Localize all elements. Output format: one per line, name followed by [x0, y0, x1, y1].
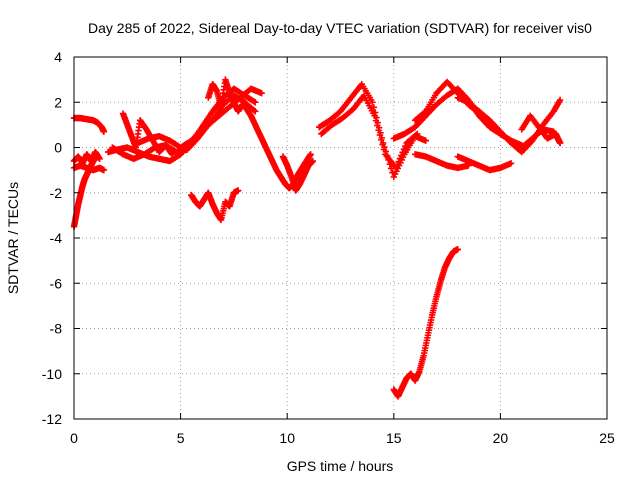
data-point: [100, 128, 108, 135]
data-point: [380, 146, 388, 153]
x-tick-labels: 0 5 10 15 20 25: [70, 430, 615, 446]
data-point: [258, 90, 265, 97]
y-tick-label: -2: [50, 185, 63, 201]
data-point: [252, 108, 259, 115]
data-point: [421, 109, 428, 116]
x-tick-label: 15: [386, 430, 402, 446]
series-arc-11: [188, 187, 242, 224]
series-arc-10: [279, 153, 316, 194]
data-point: [369, 99, 376, 106]
data-point: [402, 142, 409, 150]
y-tick-labels: 4 2 0 -2 -4 -6 -8 -10 -12: [42, 49, 62, 427]
data-point: [465, 162, 472, 169]
data-point: [375, 127, 382, 134]
series-arc-4: [70, 162, 108, 174]
data-point: [378, 136, 385, 144]
data-point: [250, 106, 258, 114]
data-point: [414, 130, 421, 138]
y-tick-label: -6: [50, 275, 63, 291]
data-point: [395, 158, 402, 165]
x-tick-label: 0: [70, 430, 78, 446]
data-point: [379, 141, 386, 148]
y-tick-label: -10: [42, 366, 62, 382]
data-point: [234, 187, 242, 194]
x-tick-label: 5: [177, 430, 185, 446]
data-point: [371, 112, 378, 120]
series-arc-20: [390, 246, 461, 400]
data-point: [394, 161, 401, 168]
data-point: [556, 139, 564, 147]
y-tick-label: -12: [42, 411, 62, 427]
y-tick-label: 0: [54, 140, 62, 156]
y-axis-label: SDTVAR / TECUs: [5, 182, 21, 294]
data-point: [100, 166, 108, 174]
y-tick-label: 2: [54, 94, 62, 110]
series-arc-17: [518, 112, 564, 147]
plot-points: [70, 76, 564, 400]
data-point: [400, 145, 408, 153]
data-point: [309, 157, 316, 165]
x-axis-label: GPS time / hours: [287, 458, 394, 474]
data-point: [96, 155, 103, 163]
series-arc-13: [318, 92, 421, 172]
data-point: [507, 160, 515, 167]
axis-ticks: [73, 56, 608, 420]
x-tick-label: 25: [599, 430, 615, 446]
series-arc-19: [411, 151, 472, 172]
series-arc-18: [454, 153, 515, 174]
chart-title: Day 285 of 2022, Sidereal Day-to-day VTE…: [88, 20, 592, 36]
data-point: [250, 98, 258, 105]
data-point: [399, 149, 406, 156]
y-tick-label: -4: [50, 230, 63, 246]
x-tick-label: 10: [279, 430, 295, 446]
y-tick-label: -8: [50, 321, 63, 337]
data-point: [556, 96, 564, 104]
x-tick-label: 20: [493, 430, 509, 446]
y-tick-label: 4: [54, 49, 62, 65]
grid: [74, 57, 607, 419]
data-point: [454, 246, 461, 253]
data-point: [422, 137, 429, 144]
data-point: [374, 122, 381, 129]
series-arc-3: [70, 148, 103, 167]
data-point: [376, 131, 384, 139]
data-point: [398, 152, 405, 159]
data-point: [392, 164, 400, 172]
data-point: [396, 155, 404, 162]
data-point: [412, 131, 420, 139]
data-point: [370, 104, 378, 111]
data-point: [307, 151, 314, 158]
series-arc-16: [454, 94, 564, 156]
data-point: [372, 117, 380, 124]
series-arc-2: [70, 114, 108, 135]
data-point: [168, 151, 176, 158]
data-point: [252, 99, 259, 106]
